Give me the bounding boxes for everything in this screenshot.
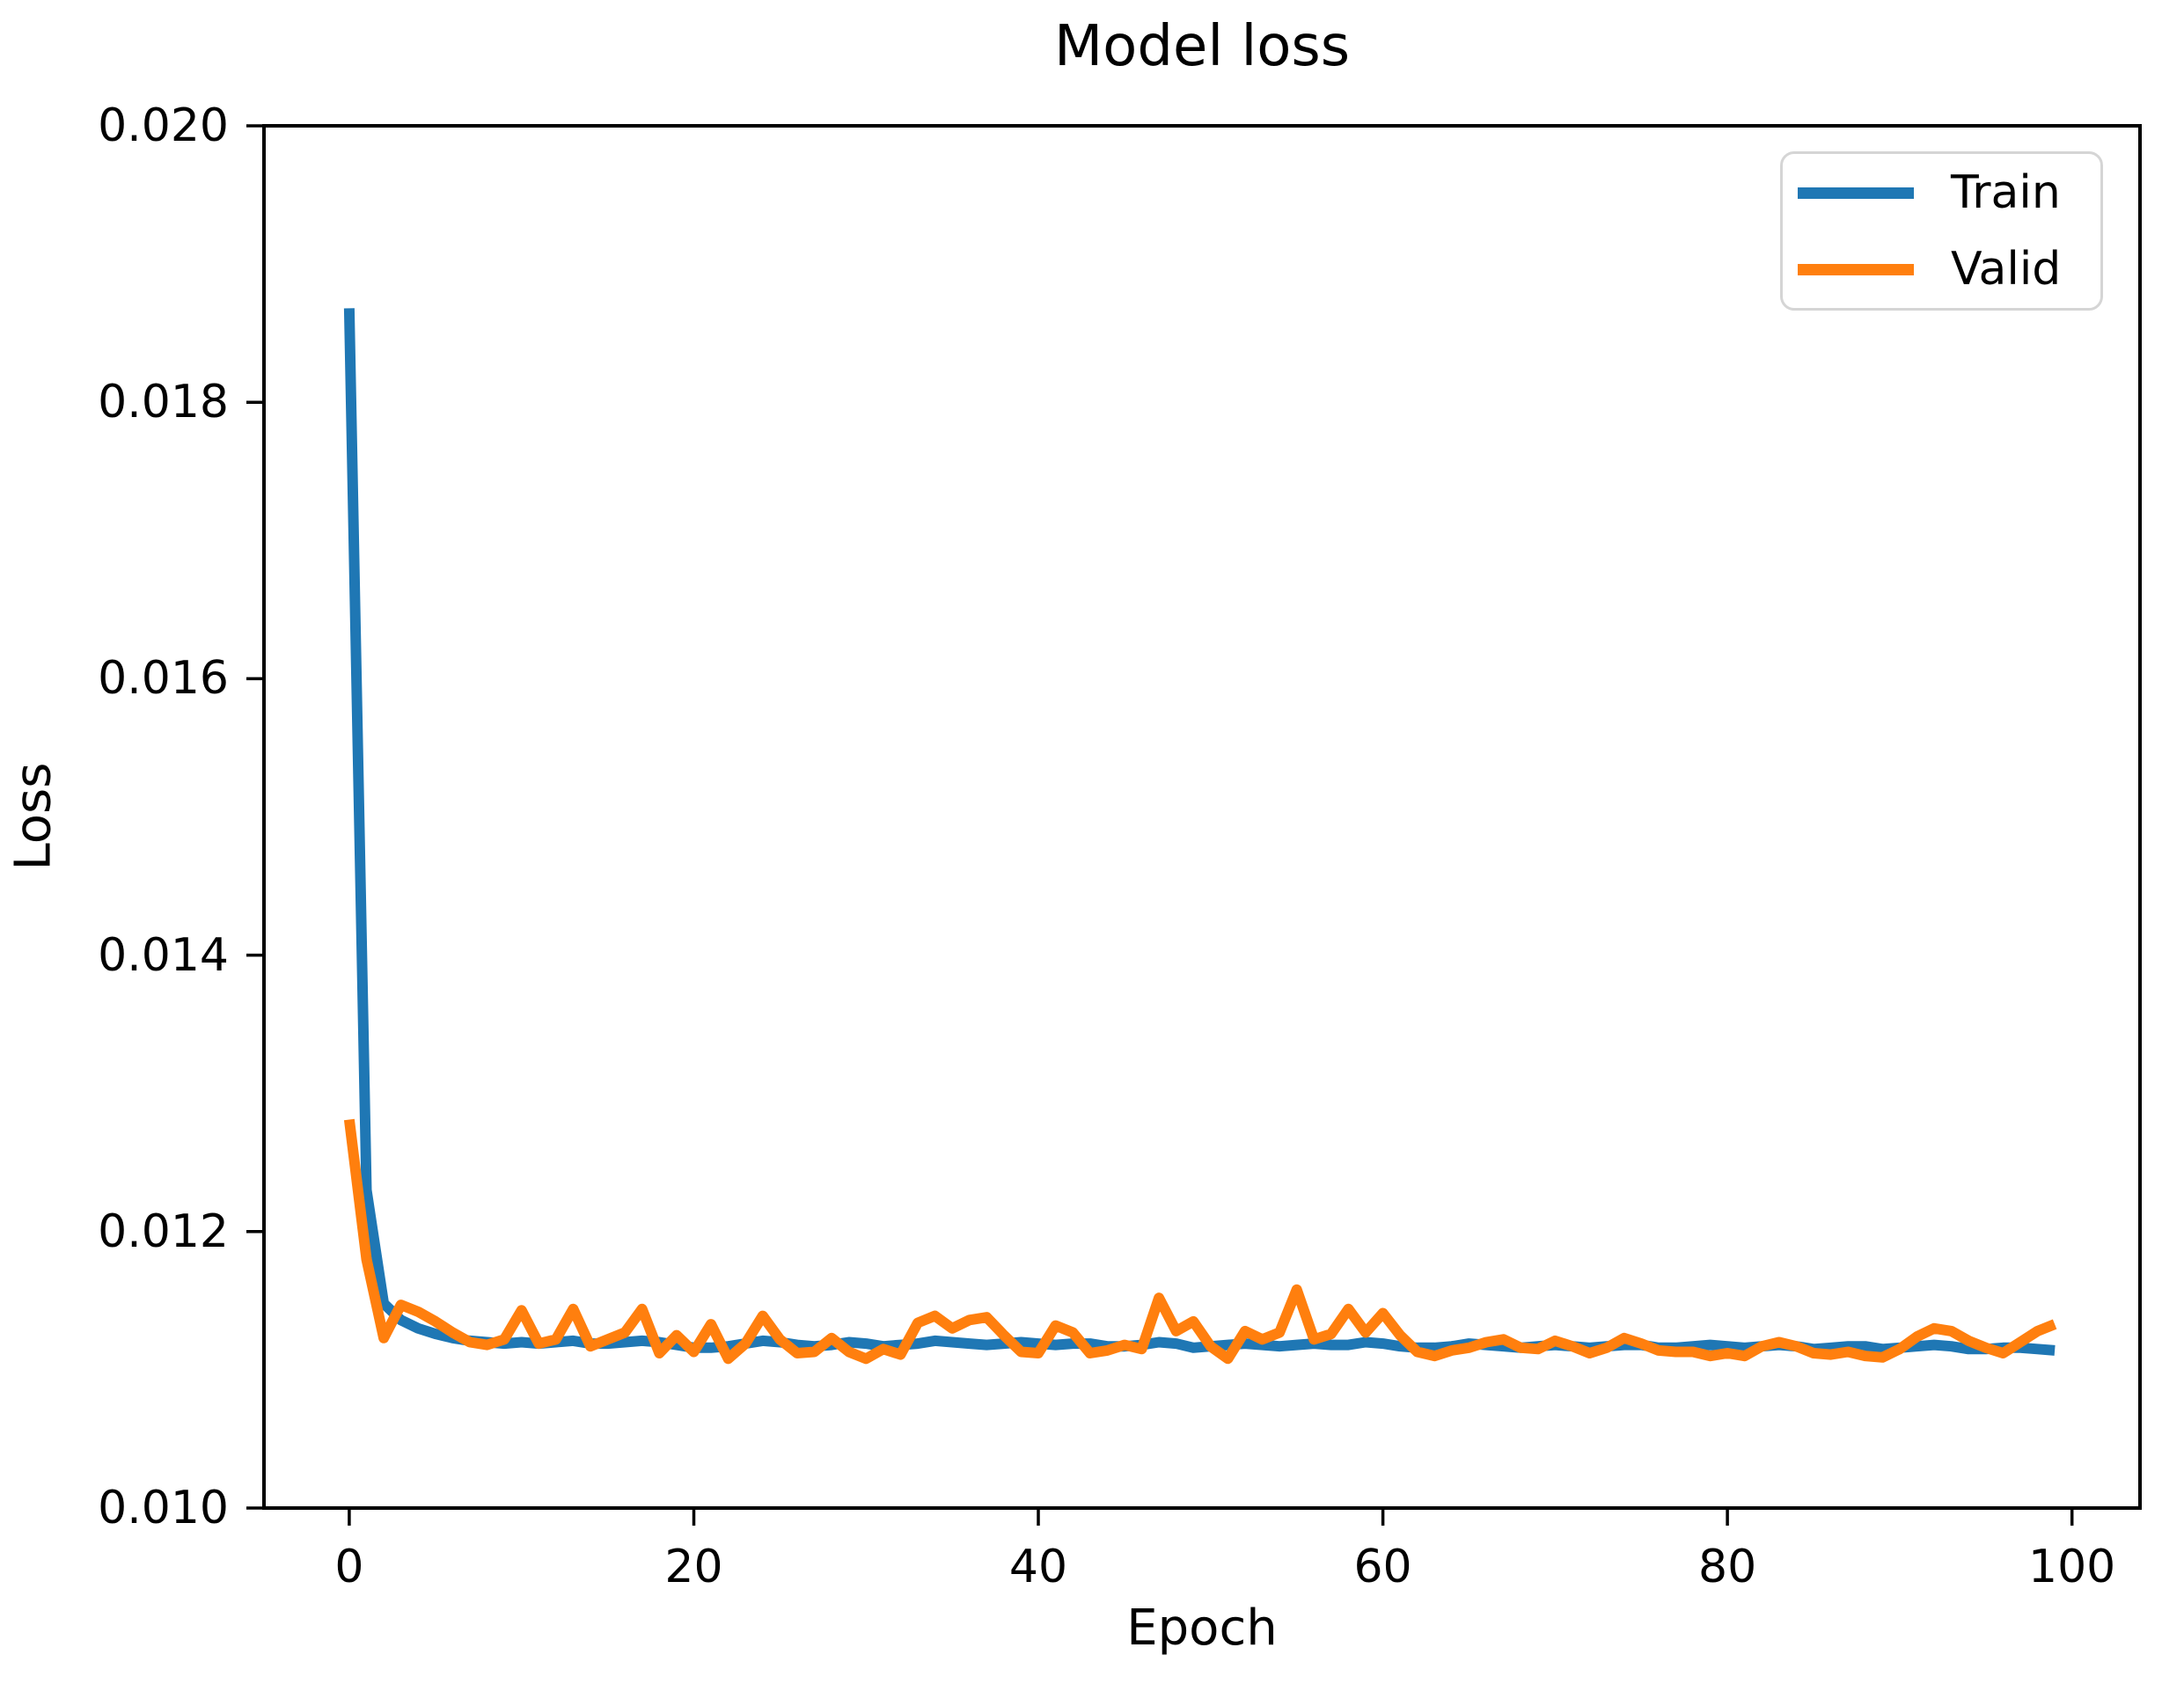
chart-title: Model loss	[1053, 14, 1351, 79]
axes-frame	[262, 124, 2142, 1510]
legend-entry-valid: Valid	[1783, 231, 2100, 307]
x-tick-label: 100	[2028, 1541, 2116, 1593]
y-tick-label: 0.012	[98, 1204, 229, 1258]
x-tick-label: 20	[664, 1541, 723, 1593]
y-tick-label: 0.020	[98, 99, 229, 152]
legend: Train Valid	[1780, 151, 2103, 311]
series-line-valid	[343, 1118, 2057, 1365]
valid-line-swatch	[1798, 263, 1914, 275]
train-line-swatch	[1798, 187, 1914, 199]
y-axis-label: Loss	[4, 762, 62, 871]
x-axis-label: Epoch	[1126, 1600, 1278, 1657]
x-tick-label: 80	[1698, 1541, 1757, 1593]
legend-entry-train: Train	[1783, 155, 2100, 231]
series-line-train	[343, 308, 2056, 1356]
x-tick-label: 0	[334, 1541, 364, 1593]
legend-label-train: Train	[1951, 166, 2061, 219]
x-tick-label: 40	[1008, 1541, 1068, 1593]
y-tick-label: 0.016	[98, 652, 229, 706]
x-tick-label: 60	[1353, 1541, 1412, 1593]
legend-label-valid: Valid	[1951, 243, 2062, 296]
y-tick-label: 0.010	[98, 1482, 229, 1534]
y-tick-label: 0.018	[98, 376, 229, 429]
y-tick-label: 0.014	[98, 928, 229, 982]
